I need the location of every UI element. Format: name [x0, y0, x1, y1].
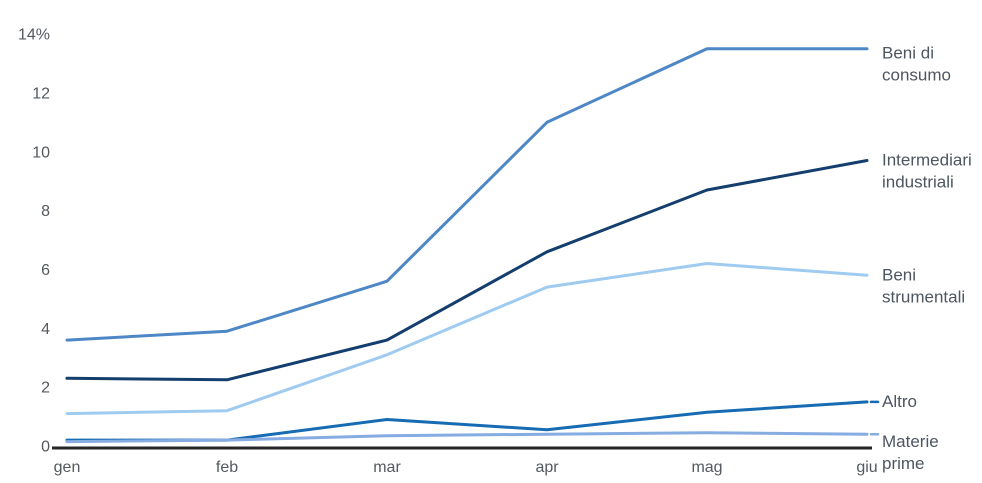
series-label-altro: Altro [882, 392, 917, 411]
y-axis-tick-label: 12 [32, 85, 50, 102]
series-line-materie-prime [65, 431, 869, 444]
series-label-intermediari-industriali: Intermediari industriali [882, 151, 972, 192]
y-axis-tick-label: 14% [18, 27, 50, 44]
x-axis-tick-label: mar [373, 459, 401, 476]
x-axis-tick-label: apr [535, 459, 559, 476]
y-axis-tick-label: 0 [41, 439, 50, 456]
x-axis-tick-label: feb [216, 459, 238, 476]
y-axis-tick-label: 2 [41, 380, 50, 397]
x-axis-tick-label: giu [856, 459, 877, 476]
series-line-beni-di-consumo [65, 47, 869, 342]
y-axis-tick-label: 10 [32, 144, 50, 161]
y-axis-tick-label: 8 [41, 203, 50, 220]
series-line-intermediari-industriali [65, 159, 869, 382]
y-axis-tick-label: 6 [41, 262, 50, 279]
series-line-beni-strumentali [65, 262, 869, 416]
x-axis-tick-label: mag [691, 459, 722, 476]
series-label-materie-prime: Materie prime [882, 432, 939, 473]
series-label-beni-di-consumo: Beni di consumo [882, 44, 951, 85]
series-label-beni-strumentali: Beni strumentali [882, 265, 965, 306]
y-axis-tick-label: 4 [41, 321, 50, 338]
x-axis-tick-label: gen [54, 459, 81, 476]
